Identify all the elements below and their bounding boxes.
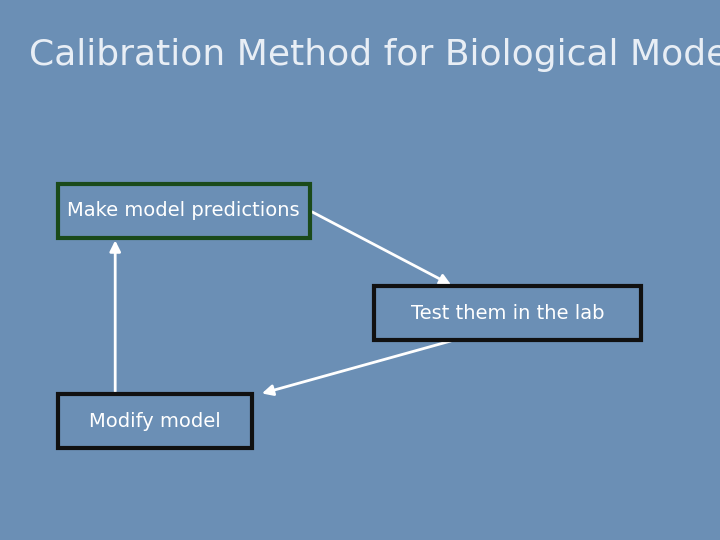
Text: Modify model: Modify model bbox=[89, 411, 220, 431]
Text: Make model predictions: Make model predictions bbox=[67, 201, 300, 220]
FancyBboxPatch shape bbox=[58, 184, 310, 238]
FancyBboxPatch shape bbox=[58, 394, 252, 448]
FancyBboxPatch shape bbox=[374, 286, 641, 340]
Text: Test them in the lab: Test them in the lab bbox=[411, 303, 604, 323]
Text: Calibration Method for Biological Models: Calibration Method for Biological Models bbox=[29, 38, 720, 72]
